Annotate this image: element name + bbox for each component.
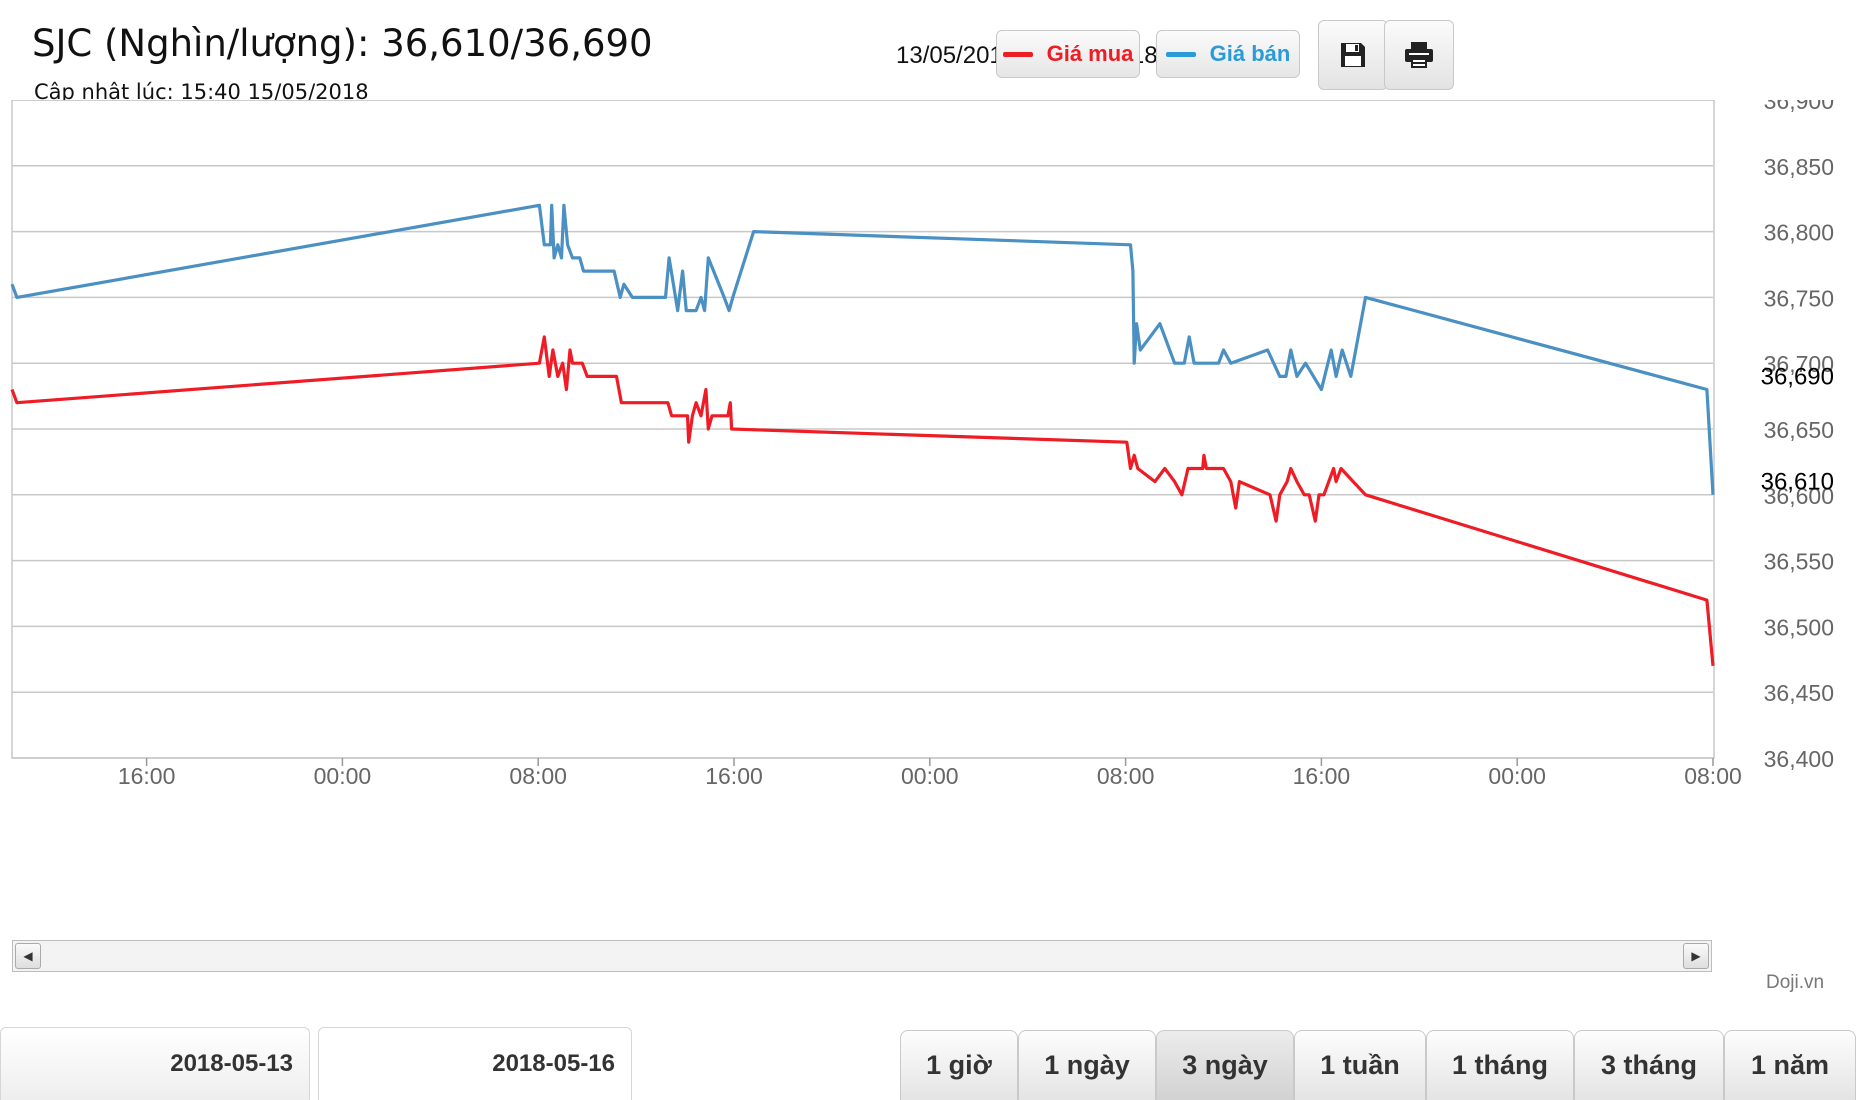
x-tick-label: 08:00 (1684, 763, 1742, 789)
range-label: 1 tuần (1320, 1050, 1400, 1080)
x-tick-label: 16:00 (118, 763, 176, 789)
range-label: 3 ngày (1182, 1050, 1268, 1080)
legend-buy-button[interactable]: Giá mua (996, 30, 1140, 78)
series-line (10, 203, 1715, 495)
x-tick-label: 16:00 (1293, 763, 1351, 789)
y-tick-label: 36,500 (1764, 614, 1834, 640)
series-group (10, 203, 1715, 667)
range-1-year-button[interactable]: 1 năm (1724, 1030, 1856, 1100)
arrow-left-icon: ◀ (23, 949, 33, 963)
last-value-label: 36,610 (1761, 469, 1834, 496)
range-1-hour-button[interactable]: 1 giờ (900, 1030, 1018, 1100)
range-label: 1 giờ (926, 1050, 992, 1080)
x-tick-label: 00:00 (314, 763, 372, 789)
y-tick-label: 36,700 (1764, 351, 1834, 377)
price-chart: 36,400 36,450 36,500 36,550 36,600 36,650 36,7… (10, 100, 1834, 789)
save-button[interactable] (1318, 20, 1388, 90)
last-value-label: 36,690 (1761, 363, 1834, 390)
x-tick-label: 00:00 (1488, 763, 1546, 789)
buy-swatch-icon (1002, 51, 1033, 57)
y-tick-label: 36,850 (1764, 154, 1834, 180)
x-tick-label: 16:00 (705, 763, 763, 789)
range-1-month-button[interactable]: 1 tháng (1426, 1030, 1574, 1100)
sell-swatch-icon (1165, 51, 1196, 57)
x-tick-label: 08:00 (1097, 763, 1155, 789)
floppy-disk-icon (1341, 43, 1365, 67)
legend-sell-label: Giá bán (1209, 41, 1291, 66)
navigator-scrollbar[interactable]: ◀ ▶ (12, 940, 1712, 972)
page-title: SJC (Nghìn/lượng): 36,610/36,690 (32, 22, 653, 65)
x-tick-label: 08:00 (509, 763, 567, 789)
from-date-label: 2018-05-13 (170, 1050, 293, 1077)
range-3-days-button[interactable]: 3 ngày (1156, 1030, 1294, 1100)
range-1-day-button[interactable]: 1 ngày (1018, 1030, 1156, 1100)
last-value-labels: 36,690 36,610 (1761, 363, 1834, 495)
credit-label: Doji.vn (1766, 972, 1825, 993)
grid-lines (12, 100, 1713, 759)
range-3-months-button[interactable]: 3 tháng (1574, 1030, 1724, 1100)
y-tick-label: 36,900 (1764, 100, 1834, 114)
print-button[interactable] (1384, 20, 1454, 90)
to-date-tab[interactable]: 2018-05-16 (318, 1027, 632, 1100)
arrow-right-icon: ▶ (1691, 949, 1701, 963)
legend-sell-button[interactable]: Giá bán (1156, 30, 1300, 78)
x-tick-label: 00:00 (901, 763, 959, 789)
y-tick-label: 36,650 (1764, 417, 1834, 443)
y-tick-label: 36,800 (1764, 220, 1834, 246)
y-tick-label: 36,400 (1764, 746, 1834, 772)
y-tick-label: 36,450 (1764, 680, 1834, 706)
range-label: 1 ngày (1044, 1050, 1130, 1080)
range-label: 3 tháng (1600, 1050, 1697, 1080)
range-1-week-button[interactable]: 1 tuần (1294, 1030, 1426, 1100)
scroll-left-button[interactable]: ◀ (15, 943, 41, 969)
series-line (10, 335, 1715, 667)
printer-icon (1405, 42, 1433, 68)
y-tick-label: 36,600 (1764, 483, 1834, 509)
y-axis: 36,400 36,450 36,500 36,550 36,600 36,650 36,7… (1764, 100, 1834, 772)
legend-buy-label: Giá mua (1046, 41, 1134, 66)
y-tick-label: 36,550 (1764, 549, 1834, 575)
x-axis: 16:00 00:00 08:00 16:00 00:00 08:00 16:00 00:00… (118, 758, 1742, 789)
scroll-right-button[interactable]: ▶ (1683, 943, 1709, 969)
range-label: 1 tháng (1451, 1050, 1548, 1080)
range-label: 1 năm (1750, 1050, 1830, 1080)
to-date-label: 2018-05-16 (492, 1050, 615, 1077)
y-tick-label: 36,750 (1764, 285, 1834, 311)
from-date-tab[interactable]: 2018-05-13 (0, 1027, 310, 1100)
